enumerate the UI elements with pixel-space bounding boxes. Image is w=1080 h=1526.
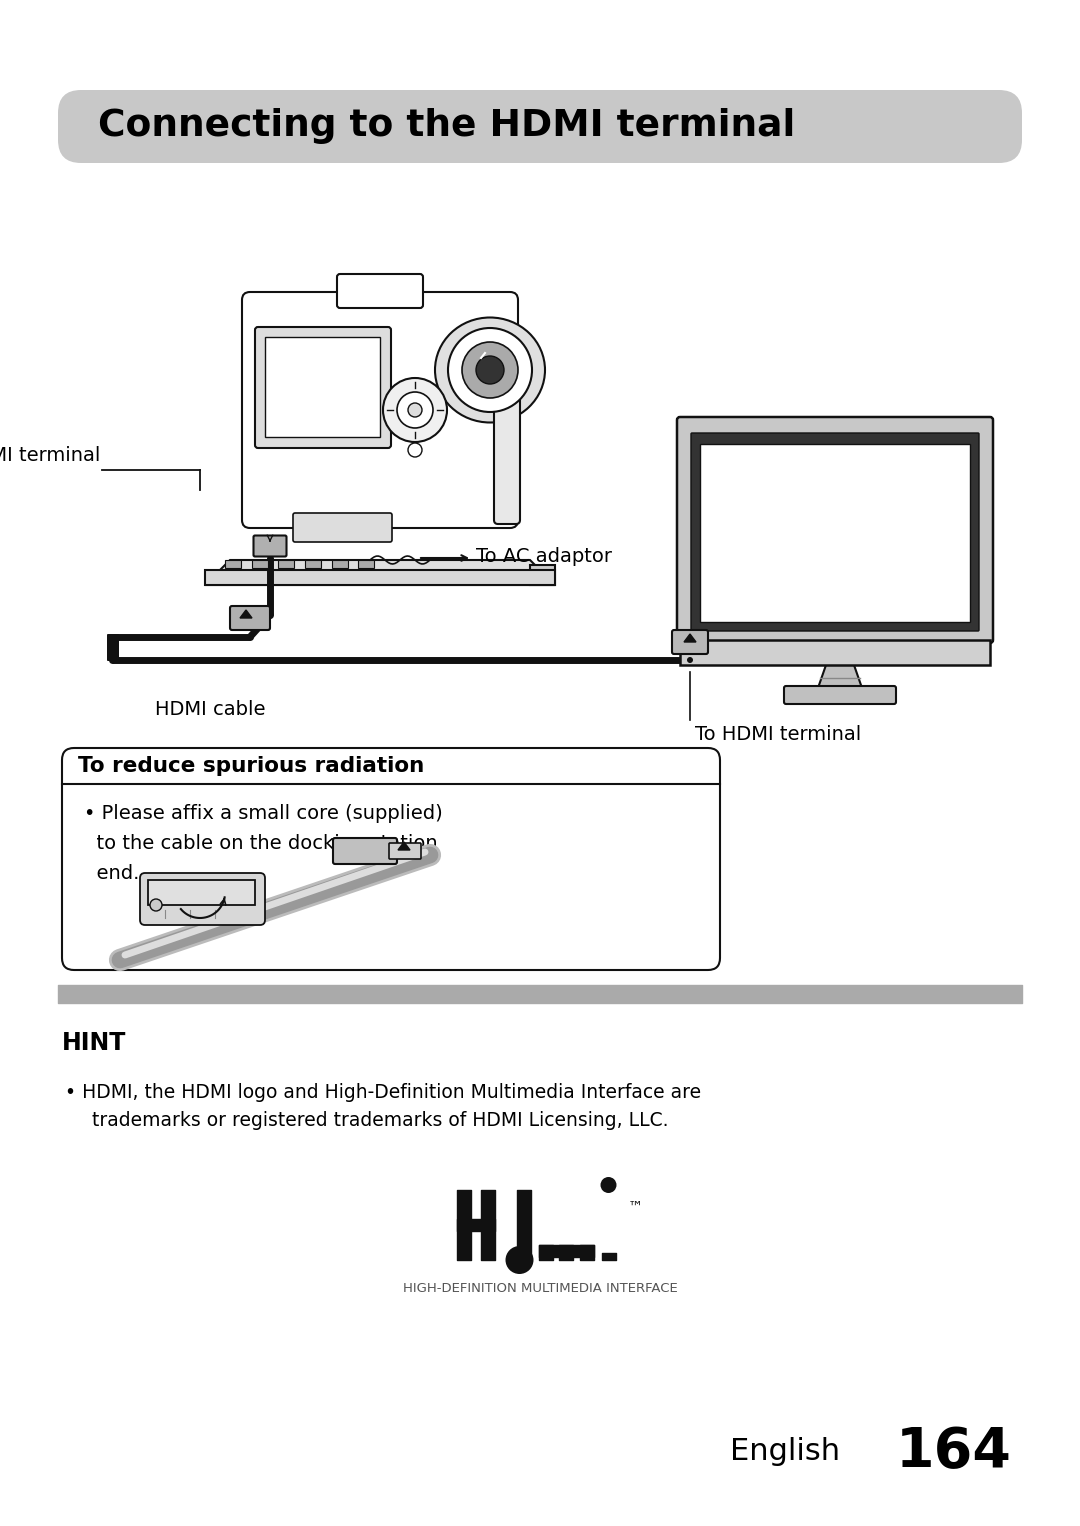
Polygon shape <box>148 881 255 905</box>
Text: To reduce spurious radiation: To reduce spurious radiation <box>78 755 424 777</box>
Polygon shape <box>684 633 696 642</box>
Bar <box>680 639 990 665</box>
Polygon shape <box>240 610 252 618</box>
FancyBboxPatch shape <box>255 327 391 449</box>
FancyBboxPatch shape <box>389 842 421 859</box>
Circle shape <box>462 342 518 398</box>
Text: ™: ™ <box>627 1199 643 1215</box>
Text: • HDMI, the HDMI logo and High-Definition Multimedia Interface are: • HDMI, the HDMI logo and High-Definitio… <box>65 1083 701 1102</box>
FancyBboxPatch shape <box>672 630 708 655</box>
Polygon shape <box>530 565 555 584</box>
Bar <box>252 560 268 568</box>
FancyBboxPatch shape <box>140 873 265 925</box>
Polygon shape <box>818 665 862 688</box>
FancyBboxPatch shape <box>62 748 720 971</box>
Text: end.: end. <box>84 864 139 884</box>
Text: HDMI cable: HDMI cable <box>156 700 266 719</box>
Bar <box>357 560 374 568</box>
Text: • Please affix a small core (supplied): • Please affix a small core (supplied) <box>84 804 443 823</box>
Text: Connecting to the HDMI terminal: Connecting to the HDMI terminal <box>98 108 795 143</box>
Bar <box>265 337 380 436</box>
FancyBboxPatch shape <box>333 838 397 864</box>
Circle shape <box>600 1177 617 1193</box>
FancyBboxPatch shape <box>293 513 392 542</box>
Polygon shape <box>399 842 410 850</box>
Circle shape <box>150 899 162 911</box>
FancyBboxPatch shape <box>58 90 1022 163</box>
Polygon shape <box>205 560 555 584</box>
Bar <box>332 560 348 568</box>
Text: HDMI terminal: HDMI terminal <box>0 446 100 465</box>
Circle shape <box>448 328 532 412</box>
Bar <box>205 571 555 584</box>
FancyBboxPatch shape <box>230 606 270 630</box>
FancyBboxPatch shape <box>254 536 286 557</box>
Circle shape <box>476 356 504 385</box>
Text: to the cable on the docking station: to the cable on the docking station <box>84 835 437 853</box>
Circle shape <box>397 392 433 427</box>
Bar <box>278 560 294 568</box>
FancyBboxPatch shape <box>242 291 518 528</box>
Bar <box>305 560 321 568</box>
Text: To AC adaptor: To AC adaptor <box>476 546 612 566</box>
FancyBboxPatch shape <box>494 397 519 523</box>
Text: trademarks or registered trademarks of HDMI Licensing, LLC.: trademarks or registered trademarks of H… <box>80 1111 669 1129</box>
Ellipse shape <box>435 317 545 423</box>
Bar <box>700 444 970 623</box>
Circle shape <box>383 378 447 443</box>
Bar <box>225 560 241 568</box>
FancyBboxPatch shape <box>677 417 993 642</box>
FancyBboxPatch shape <box>784 687 896 703</box>
FancyBboxPatch shape <box>691 433 978 630</box>
Text: English: English <box>730 1437 840 1466</box>
FancyBboxPatch shape <box>107 633 119 661</box>
Circle shape <box>408 443 422 456</box>
Text: HIGH-DEFINITION MULTIMEDIA INTERFACE: HIGH-DEFINITION MULTIMEDIA INTERFACE <box>403 1282 677 1296</box>
Circle shape <box>687 658 693 662</box>
Text: 164: 164 <box>896 1425 1012 1479</box>
FancyBboxPatch shape <box>337 275 423 308</box>
Text: HINT: HINT <box>62 1032 126 1054</box>
Text: To HDMI terminal: To HDMI terminal <box>696 725 861 745</box>
Circle shape <box>505 1247 534 1274</box>
Circle shape <box>408 403 422 417</box>
